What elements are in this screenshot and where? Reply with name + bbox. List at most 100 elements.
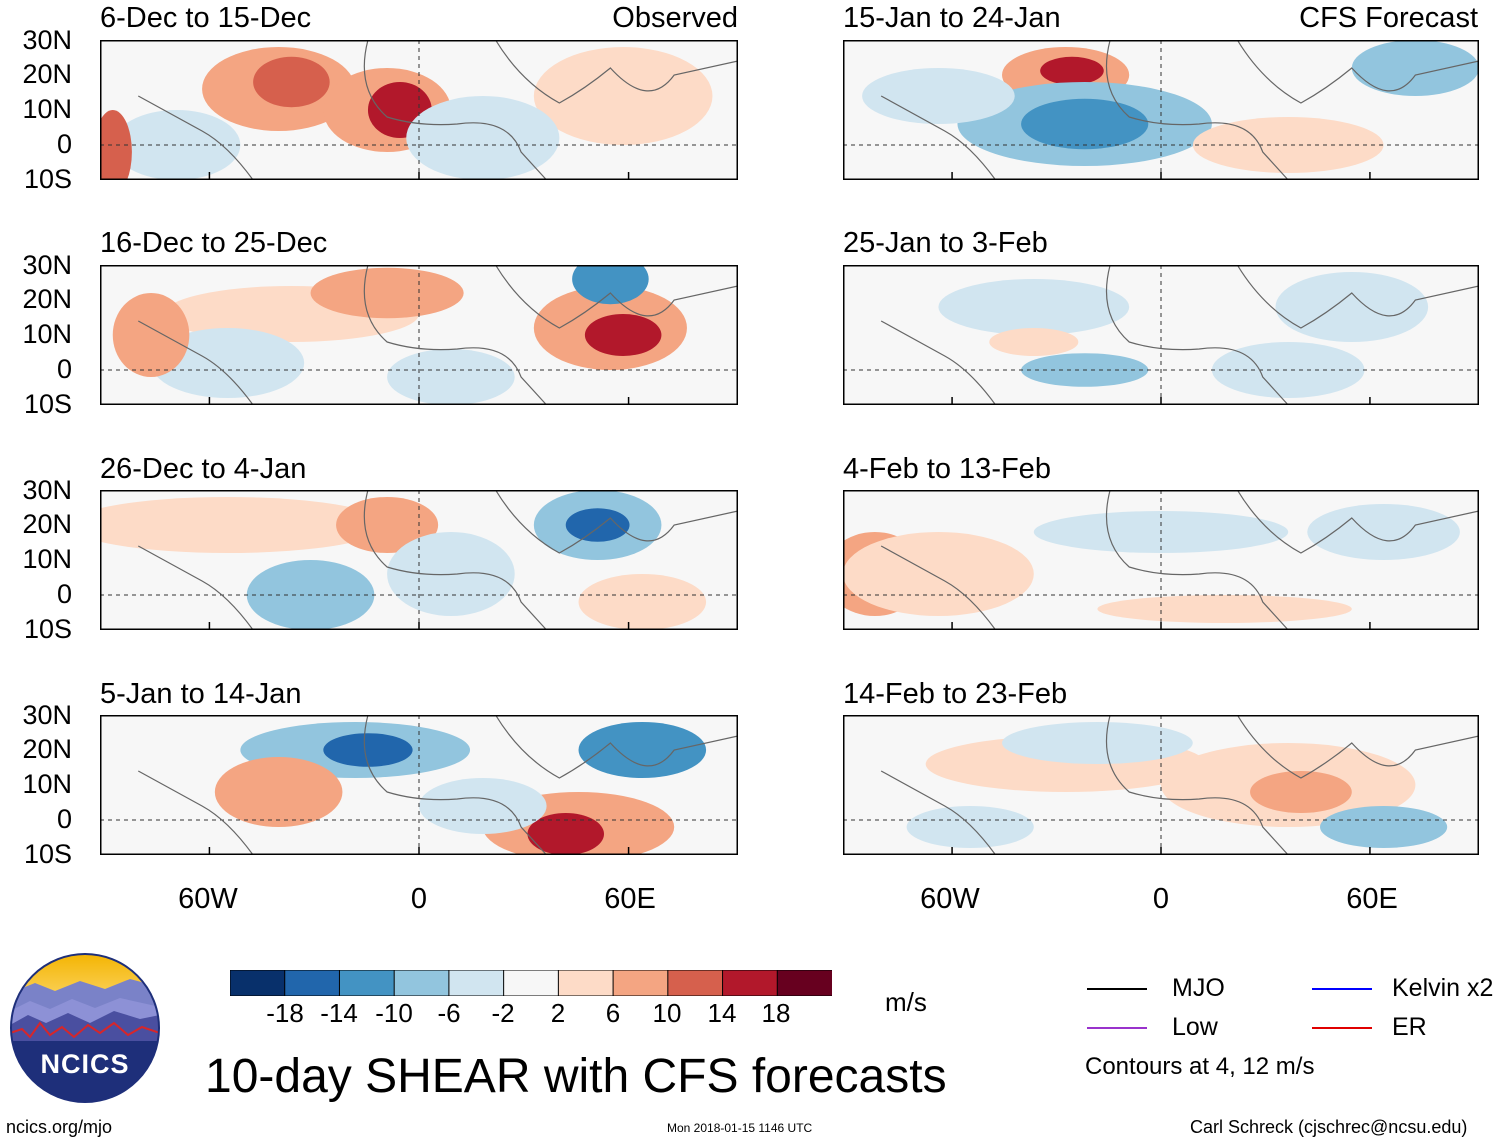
shear-anomaly-blob: [1021, 98, 1149, 150]
lon-label: 60E: [1346, 883, 1398, 915]
legend-line-er: [1312, 1027, 1372, 1029]
lon-label: 60E: [604, 883, 656, 915]
logo-text: NCICS: [40, 1049, 130, 1079]
lat-label: 10N: [22, 94, 72, 124]
legend-note: Contours at 4, 12 m/s: [1085, 1053, 1315, 1080]
colorbar-tick: -18: [266, 998, 304, 1028]
shear-field: [100, 490, 738, 630]
colorbar-tick: 10: [652, 998, 682, 1028]
footer-credit: Carl Schreck (cjschrec@ncsu.edu): [1190, 1117, 1468, 1137]
lat-label: 10S: [23, 614, 72, 644]
panel-title: 14-Feb to 23-Feb: [843, 678, 1068, 710]
shear-anomaly-blob: [1307, 504, 1460, 560]
legend-line-kelvin: [1312, 988, 1372, 990]
shear-field: [100, 265, 738, 405]
lon-label: 0: [1152, 883, 1170, 915]
lat-label: 20N: [22, 284, 72, 314]
lat-label: 10S: [23, 839, 72, 869]
shear-field: [100, 40, 738, 180]
logo-icon: [10, 953, 160, 1103]
map-panel-7: [843, 490, 1479, 630]
lat-label: 30N: [22, 250, 72, 280]
shear-anomaly-blob: [1192, 117, 1384, 173]
legend-label-er: ER: [1392, 1013, 1427, 1041]
coastline: [137, 490, 738, 630]
colorbar-tick: 18: [761, 998, 791, 1028]
ncics-logo: NCICS: [10, 953, 160, 1103]
colorbar-swatch: [448, 970, 505, 996]
shear-anomaly-blob: [100, 497, 388, 553]
colorbar-swatch: [393, 970, 450, 996]
shear-field: [100, 715, 738, 855]
map-panel-8: [843, 715, 1479, 855]
shear-anomaly-blob: [387, 349, 515, 405]
shear-anomaly-blob: [1275, 272, 1429, 342]
shear-anomaly-blob: [1097, 595, 1352, 623]
colorbar-tick: -14: [320, 998, 358, 1028]
shear-anomaly-blob: [112, 110, 241, 180]
shear-field: [843, 490, 1479, 630]
shear-anomaly-blob: [989, 328, 1079, 356]
shear-field: [843, 265, 1479, 405]
shear-anomaly-blob: [323, 733, 413, 767]
colorbar-tick: 2: [550, 998, 566, 1028]
lat-label: 0: [56, 579, 72, 609]
legend-line-low: [1087, 1027, 1147, 1029]
lat-label: 10N: [22, 319, 72, 349]
shear-anomaly-blob: [578, 722, 707, 778]
colorbar-swatch: [230, 970, 286, 996]
legend-label-low: Low: [1172, 1013, 1218, 1041]
footer-timestamp: Mon 2018-01-15 1146 UTC: [667, 1121, 813, 1135]
shear-anomaly-blob: [1320, 806, 1448, 848]
colorbar-tick: -2: [491, 998, 515, 1028]
lat-label: 30N: [22, 475, 72, 505]
colorbar-swatch: [776, 970, 832, 996]
colorbar-tick: 6: [605, 998, 621, 1028]
colorbar-swatch: [284, 970, 341, 996]
shear-anomaly-blob: [1250, 771, 1352, 813]
colorbar-swatch: [503, 970, 560, 996]
map-panel-3: [100, 490, 738, 630]
shear-anomaly-blob: [419, 778, 547, 834]
panel-title: 4-Feb to 13-Feb: [843, 453, 1051, 485]
lat-label: 20N: [22, 509, 72, 539]
shear-field: [843, 40, 1479, 180]
colorbar-tick: 14: [707, 998, 737, 1028]
panel-tag-forecast: CFS Forecast: [1299, 2, 1478, 34]
lat-label: 20N: [22, 59, 72, 89]
shear-anomaly-blob: [533, 47, 713, 145]
lat-label: 20N: [22, 734, 72, 764]
shear-anomaly-blob: [100, 110, 132, 180]
colorbar-swatch: [338, 970, 396, 996]
lat-label: 10N: [22, 769, 72, 799]
map-panel-2: [100, 265, 738, 405]
shear-anomaly-blob: [310, 267, 464, 319]
footer-link[interactable]: ncics.org/mjo: [6, 1117, 113, 1137]
coastline: [137, 40, 738, 180]
coastline: [880, 715, 1479, 855]
shear-anomaly-blob: [1002, 722, 1193, 764]
shear-anomaly-blob: [1211, 342, 1365, 398]
panel-title: 25-Jan to 3-Feb: [843, 227, 1048, 259]
legend-line-mjo: [1087, 988, 1147, 990]
colorbar-swatch: [722, 970, 779, 996]
coastline: [137, 265, 738, 405]
map-panel-1: [100, 40, 738, 180]
shear-anomaly-blob: [578, 574, 707, 630]
shear-anomaly-blob: [1351, 40, 1479, 96]
colorbar-swatch: [612, 970, 669, 996]
lon-label: 0: [410, 883, 428, 915]
lat-label: 10N: [22, 544, 72, 574]
colorbar-tick: -6: [437, 998, 461, 1028]
lon-label: 60W: [920, 883, 980, 915]
coastline: [880, 265, 1479, 405]
lat-label: 0: [56, 129, 72, 159]
colorbar-tick: -10: [375, 998, 413, 1028]
lat-label: 0: [56, 354, 72, 384]
shear-anomaly-blob: [572, 265, 649, 305]
colorbar-unit: m/s: [885, 987, 927, 1017]
colorbar-swatch: [557, 970, 615, 996]
lat-label: 30N: [22, 700, 72, 730]
shear-anomaly-blob: [112, 293, 190, 377]
coastline: [880, 40, 1479, 180]
